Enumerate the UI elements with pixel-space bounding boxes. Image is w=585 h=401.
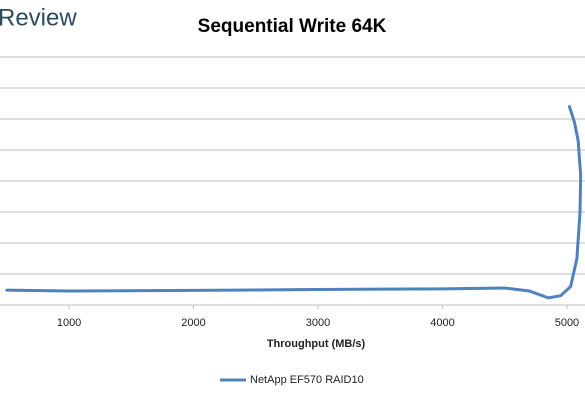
legend-label: NetApp EF570 RAID10: [250, 374, 364, 386]
chart-title: Sequential Write 64K: [198, 16, 387, 37]
data-line: [5, 105, 583, 300]
x-tick-label: 2000: [181, 317, 205, 329]
x-axis-label: Throughput (MB/s): [267, 338, 366, 350]
x-tick-label: 4000: [430, 317, 454, 329]
brand-logo: Review: [0, 4, 77, 31]
x-tick-label: 5000: [555, 317, 579, 329]
x-tick-label: 3000: [306, 317, 330, 329]
x-tick-label: 1000: [57, 317, 81, 329]
